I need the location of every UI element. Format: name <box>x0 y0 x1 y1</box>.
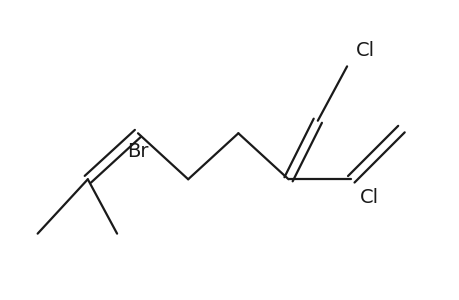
Text: Br: Br <box>127 142 148 160</box>
Text: Cl: Cl <box>355 41 374 60</box>
Text: Cl: Cl <box>359 188 378 207</box>
